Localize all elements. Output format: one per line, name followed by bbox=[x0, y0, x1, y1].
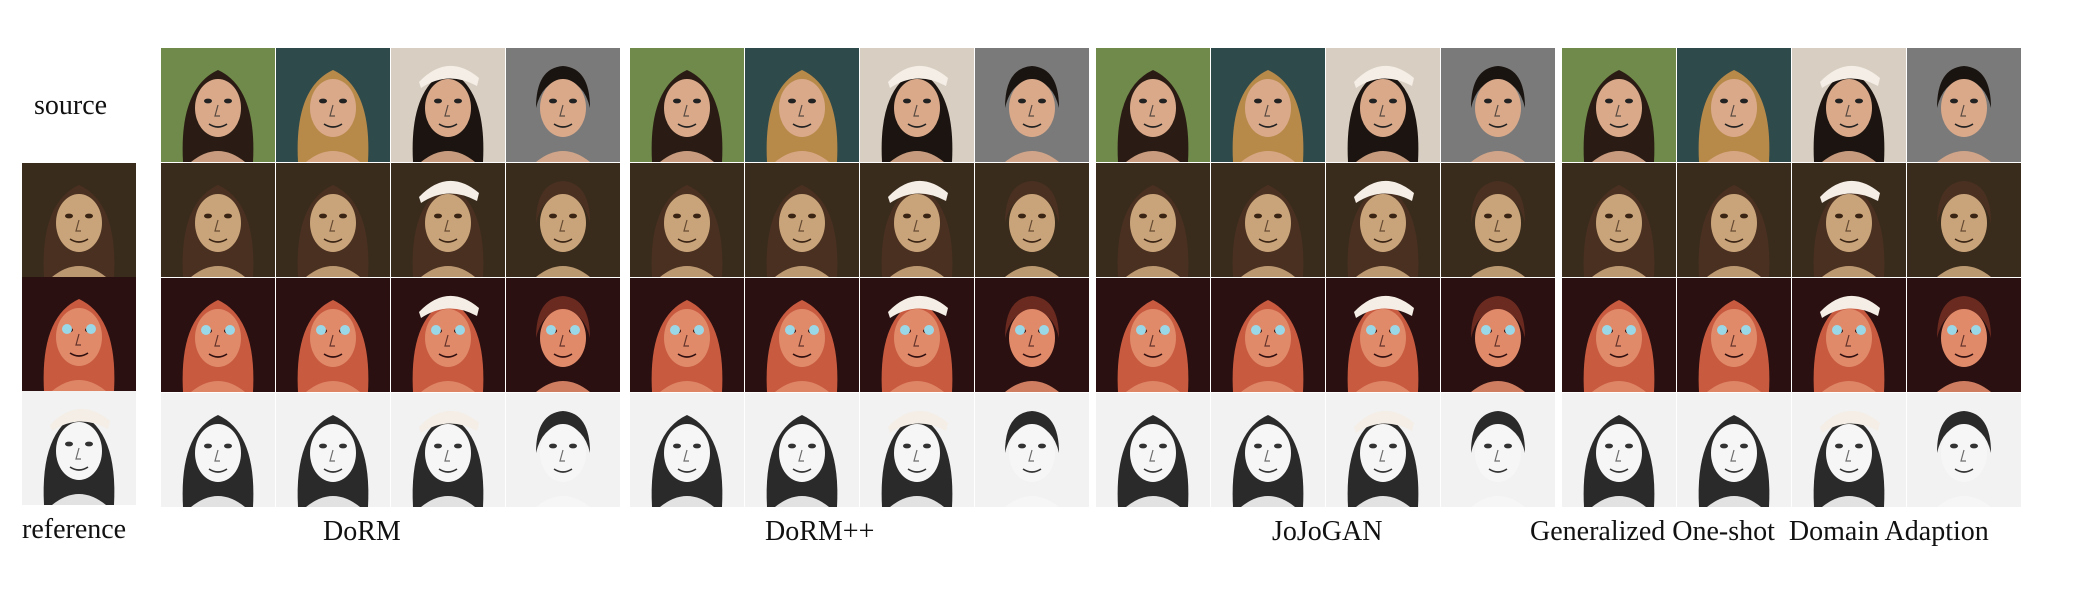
method-panel-2 bbox=[1096, 48, 1555, 508]
stylized-image-cartoon-3d-man-short-hair bbox=[506, 278, 620, 392]
stylized-image-cartoon-3d-man-short-hair bbox=[1441, 278, 1555, 392]
stylized-image-oil-portrait-woman-blonde bbox=[1211, 163, 1325, 277]
source-image-woman-smiling-cap bbox=[391, 48, 505, 162]
source-image-woman-dark-hair bbox=[161, 48, 275, 162]
source-image-man-short-hair bbox=[506, 48, 620, 162]
source-image-woman-smiling-cap bbox=[1326, 48, 1440, 162]
stylized-image-cartoon-3d-woman-blonde bbox=[1211, 278, 1325, 392]
source-image-woman-dark-hair bbox=[1562, 48, 1676, 162]
stylized-image-oil-portrait-woman-smiling-cap bbox=[1326, 163, 1440, 277]
stylized-image-oil-portrait-woman-smiling-cap bbox=[391, 163, 505, 277]
stylized-image-pencil-sketch-woman-smiling-cap bbox=[1326, 393, 1440, 507]
stylized-image-cartoon-3d-woman-blonde bbox=[1677, 278, 1791, 392]
stylized-image-oil-portrait-man-short-hair bbox=[1441, 163, 1555, 277]
source-image-man-short-hair bbox=[1441, 48, 1555, 162]
stylized-image-oil-portrait-woman-dark-hair bbox=[630, 163, 744, 277]
stylized-image-oil-portrait-woman-blonde bbox=[745, 163, 859, 277]
source-image-man-short-hair bbox=[975, 48, 1089, 162]
source-image-woman-smiling-cap bbox=[860, 48, 974, 162]
reference-image-pencil-sketch bbox=[22, 391, 136, 505]
source-image-woman-smiling-cap bbox=[1792, 48, 1906, 162]
stylized-image-pencil-sketch-man-short-hair bbox=[1441, 393, 1555, 507]
source-label: source bbox=[34, 90, 108, 121]
stylized-image-pencil-sketch-woman-dark-hair bbox=[1562, 393, 1676, 507]
stylized-image-pencil-sketch-woman-smiling-cap bbox=[1792, 393, 1906, 507]
source-image-woman-blonde bbox=[276, 48, 390, 162]
source-image-woman-dark-hair bbox=[630, 48, 744, 162]
reference-image-cartoon-3d bbox=[22, 277, 136, 391]
stylized-image-pencil-sketch-man-short-hair bbox=[506, 393, 620, 507]
stylized-image-cartoon-3d-woman-smiling-cap bbox=[860, 278, 974, 392]
stylized-image-cartoon-3d-woman-blonde bbox=[745, 278, 859, 392]
stylized-image-oil-portrait-man-short-hair bbox=[506, 163, 620, 277]
stylized-image-oil-portrait-woman-dark-hair bbox=[1096, 163, 1210, 277]
stylized-image-cartoon-3d-man-short-hair bbox=[975, 278, 1089, 392]
stylized-image-pencil-sketch-woman-blonde bbox=[1211, 393, 1325, 507]
stylized-image-cartoon-3d-woman-dark-hair bbox=[1562, 278, 1676, 392]
stylized-image-cartoon-3d-woman-smiling-cap bbox=[1792, 278, 1906, 392]
method-label-generalized-one-shot: Generalized One-shot Domain Adaption bbox=[1530, 516, 1989, 547]
stylized-image-cartoon-3d-woman-dark-hair bbox=[161, 278, 275, 392]
stylized-image-pencil-sketch-woman-dark-hair bbox=[630, 393, 744, 507]
stylized-image-cartoon-3d-man-short-hair bbox=[1907, 278, 2021, 392]
stylized-image-oil-portrait-woman-dark-hair bbox=[1562, 163, 1676, 277]
stylized-image-oil-portrait-woman-smiling-cap bbox=[1792, 163, 1906, 277]
method-panel-0 bbox=[161, 48, 620, 508]
stylized-image-cartoon-3d-woman-dark-hair bbox=[1096, 278, 1210, 392]
source-image-woman-blonde bbox=[1211, 48, 1325, 162]
method-label-jojogan: JoJoGAN bbox=[1272, 516, 1383, 547]
stylized-image-cartoon-3d-woman-blonde bbox=[276, 278, 390, 392]
source-image-man-short-hair bbox=[1907, 48, 2021, 162]
reference-image-oil-portrait bbox=[22, 163, 136, 277]
stylized-image-pencil-sketch-woman-dark-hair bbox=[1096, 393, 1210, 507]
method-panel-3 bbox=[1562, 48, 2021, 508]
stylized-image-cartoon-3d-woman-smiling-cap bbox=[1326, 278, 1440, 392]
stylized-image-oil-portrait-woman-blonde bbox=[276, 163, 390, 277]
stylized-image-pencil-sketch-woman-smiling-cap bbox=[391, 393, 505, 507]
stylized-image-pencil-sketch-woman-smiling-cap bbox=[860, 393, 974, 507]
method-label-dorm-plus-plus: DoRM++ bbox=[765, 516, 875, 547]
source-image-woman-dark-hair bbox=[1096, 48, 1210, 162]
method-label-dorm: DoRM bbox=[323, 516, 401, 547]
method-panel-1 bbox=[630, 48, 1089, 508]
stylized-image-pencil-sketch-woman-blonde bbox=[276, 393, 390, 507]
stylized-image-oil-portrait-woman-smiling-cap bbox=[860, 163, 974, 277]
source-image-woman-blonde bbox=[745, 48, 859, 162]
reference-label: reference bbox=[22, 514, 127, 545]
stylized-image-cartoon-3d-woman-smiling-cap bbox=[391, 278, 505, 392]
stylized-image-pencil-sketch-woman-blonde bbox=[745, 393, 859, 507]
stylized-image-pencil-sketch-woman-dark-hair bbox=[161, 393, 275, 507]
stylized-image-pencil-sketch-man-short-hair bbox=[975, 393, 1089, 507]
stylized-image-cartoon-3d-woman-dark-hair bbox=[630, 278, 744, 392]
stylized-image-pencil-sketch-woman-blonde bbox=[1677, 393, 1791, 507]
stylized-image-pencil-sketch-man-short-hair bbox=[1907, 393, 2021, 507]
stylized-image-oil-portrait-man-short-hair bbox=[975, 163, 1089, 277]
stylized-image-oil-portrait-woman-dark-hair bbox=[161, 163, 275, 277]
source-image-woman-blonde bbox=[1677, 48, 1791, 162]
stylized-image-oil-portrait-man-short-hair bbox=[1907, 163, 2021, 277]
stylized-image-oil-portrait-woman-blonde bbox=[1677, 163, 1791, 277]
